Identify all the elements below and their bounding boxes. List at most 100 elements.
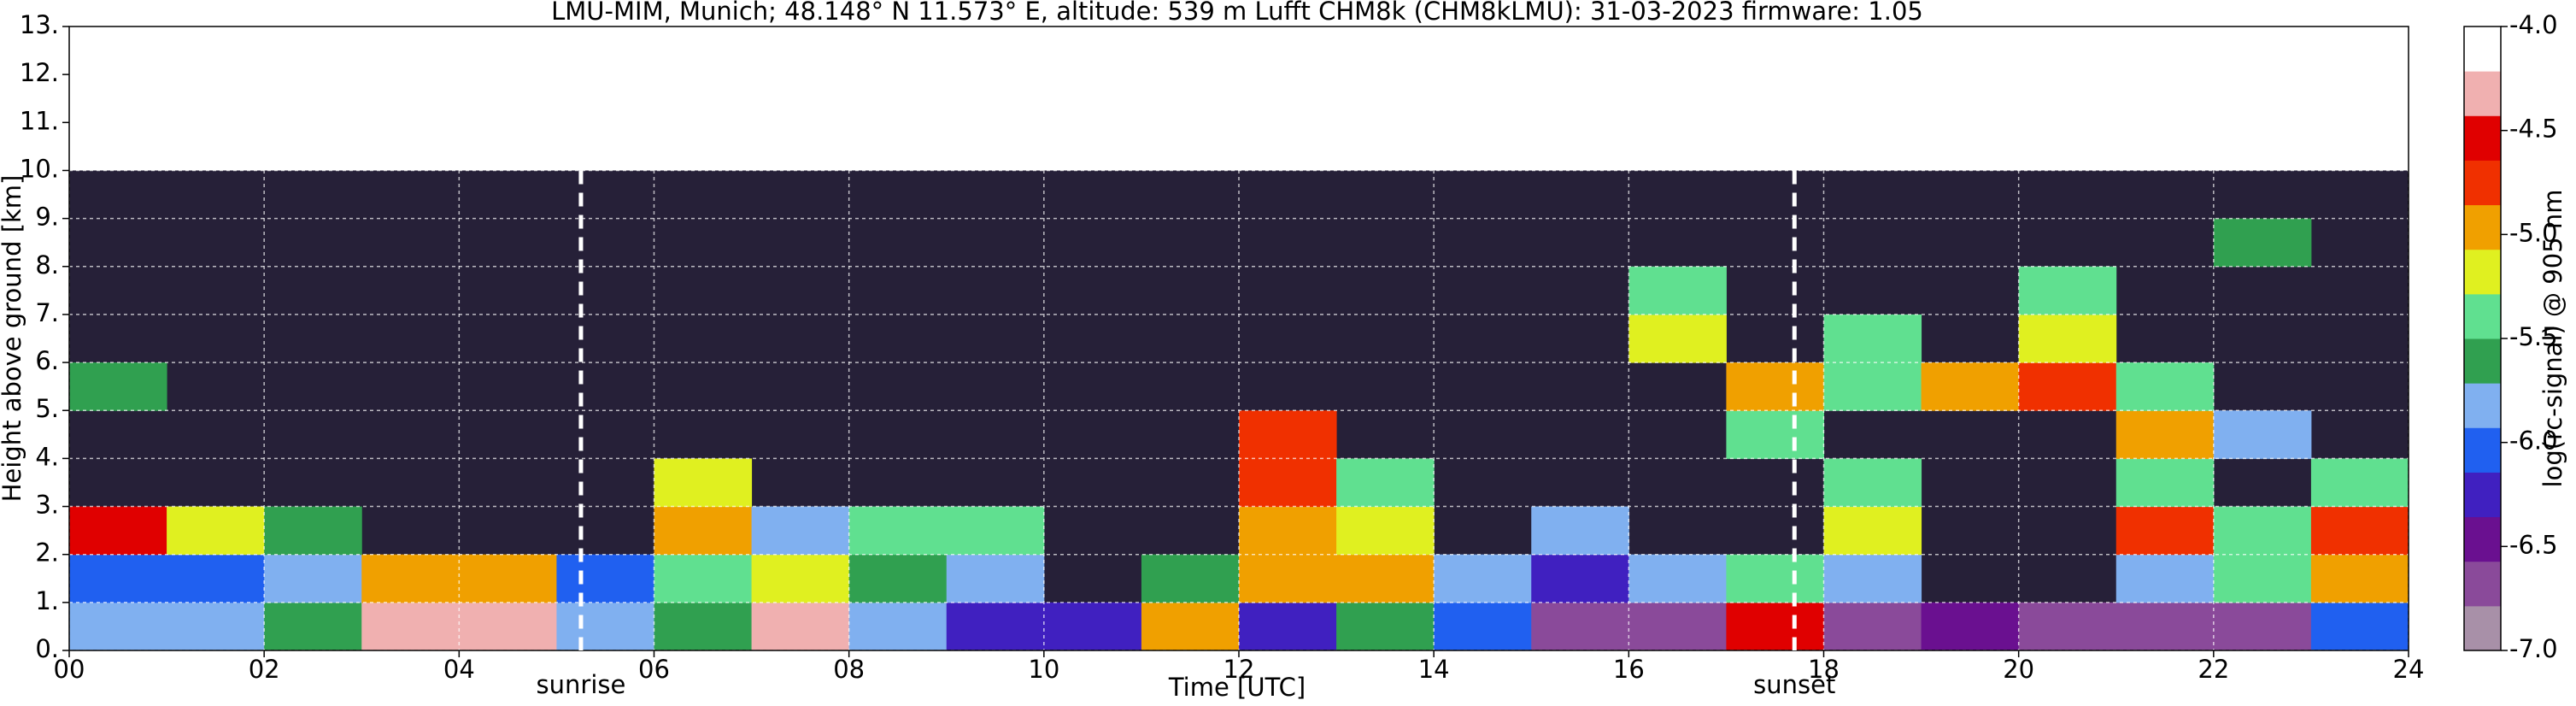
heatmap-cell: [167, 602, 265, 651]
heatmap-cell: [2018, 314, 2117, 363]
heatmap-cell: [751, 602, 850, 651]
heatmap-cell: [556, 602, 654, 651]
colorbar-swatch: [2464, 383, 2501, 428]
y-axis-label: Height above ground [km]: [0, 175, 26, 503]
colorbar-swatch: [2464, 26, 2501, 72]
heatmap-cell: [167, 554, 265, 603]
heatmap-cell: [2213, 554, 2312, 603]
heatmap-cell: [2115, 506, 2215, 556]
y-tick-label: 10.: [20, 154, 59, 183]
heatmap-cell: [751, 554, 850, 603]
heatmap-cell: [848, 554, 948, 603]
x-tick-label: 06: [638, 655, 670, 684]
y-tick-label: 3.: [35, 491, 59, 520]
heatmap-cell: [1531, 506, 1629, 556]
heatmap-cell: [2115, 362, 2215, 411]
heatmap-cell: [1628, 602, 1727, 651]
heatmap-cell: [1823, 458, 1922, 508]
heatmap-cell: [2115, 458, 2215, 508]
heatmap-cell: [1239, 458, 1337, 508]
y-tick-label: 7.: [35, 298, 59, 327]
heatmap-cell: [848, 602, 948, 651]
colorbar-swatch: [2464, 427, 2501, 473]
y-tick-label: 12.: [20, 58, 59, 87]
heatmap-cell: [1141, 554, 1240, 603]
y-tick-label: 9.: [35, 203, 59, 232]
heatmap-cell: [946, 554, 1045, 603]
heatmap-cell: [264, 506, 362, 556]
x-tick-label: 22: [2198, 655, 2229, 684]
heatmap-cell: [848, 506, 948, 556]
heatmap-cell: [1434, 554, 1532, 603]
heatmap-cell: [1628, 314, 1727, 363]
x-tick-label: 18: [1808, 655, 1840, 684]
x-tick-label: 14: [1418, 655, 1450, 684]
colorbar-swatch: [2464, 338, 2501, 384]
plot-frame: [68, 26, 2409, 651]
heatmap-cell: [1239, 410, 1337, 459]
heatmap-cell: [1726, 410, 1824, 459]
heatmap-cell: [1434, 602, 1532, 651]
heatmap-cell: [1823, 602, 1922, 651]
heatmap-cell: [2310, 602, 2409, 651]
heatmap-cell: [2213, 602, 2312, 651]
y-tick-label: 6.: [35, 346, 59, 375]
heatmap-cell: [264, 602, 362, 651]
colorbar-swatch: [2464, 561, 2501, 607]
colorbar-tick-label: -5.5: [2509, 322, 2558, 351]
x-tick-label: 24: [2393, 655, 2425, 684]
y-tick-label: 2.: [35, 538, 59, 568]
annotation-label: sunrise: [537, 670, 626, 699]
heatmap-cell: [1239, 554, 1337, 603]
heatmap-cell: [69, 506, 167, 556]
heatmap-cell: [1531, 602, 1629, 651]
heatmap-cell: [1043, 602, 1142, 651]
heatmap-cell: [2018, 602, 2117, 651]
heatmap-cell: [459, 554, 557, 603]
colorbar-swatch: [2464, 605, 2501, 651]
heatmap-cell: [2213, 218, 2312, 268]
heatmap-cell: [2310, 458, 2409, 508]
colorbar-tick-label: -4.5: [2509, 115, 2558, 144]
colorbar-swatch: [2464, 516, 2501, 562]
x-tick-label: 10: [1028, 655, 1059, 684]
heatmap-cell: [1921, 362, 2020, 411]
y-tick-label: 8.: [35, 250, 59, 279]
colorbar-tick-label: -6.5: [2509, 530, 2558, 559]
colorbar-tick-label: -7.0: [2509, 634, 2558, 663]
heatmap-cell: [1628, 266, 1727, 315]
heatmap-cell: [654, 506, 753, 556]
heatmap-cell: [1726, 554, 1824, 603]
heatmap-cell: [1141, 602, 1240, 651]
heatmap-cell: [654, 458, 753, 508]
heatmap-cell: [1823, 314, 1922, 363]
x-tick-label: 12: [1223, 655, 1255, 684]
heatmap-cell: [2310, 554, 2409, 603]
colorbar-label: log(rc-signal) @ 905 nm: [2538, 190, 2567, 488]
heatmap-cell: [2115, 602, 2215, 651]
heatmap-cell: [654, 602, 753, 651]
heatmap-cell: [1726, 362, 1824, 411]
heatmap-cell: [1823, 362, 1922, 411]
heatmap-cell: [459, 602, 557, 651]
heatmap-cell: [1239, 506, 1337, 556]
heatmap-cell: [2115, 410, 2215, 459]
x-tick-label: 16: [1613, 655, 1645, 684]
x-axis-label: Time [UTC]: [1168, 673, 1306, 702]
heatmap-cell: [1823, 554, 1922, 603]
heatmap-cell: [69, 362, 167, 411]
y-tick-label: 1.: [35, 586, 59, 615]
heatmap-cell: [69, 602, 167, 651]
y-tick-label: 0.: [35, 634, 59, 663]
heatmap-cell: [1336, 554, 1435, 603]
heatmap-cell: [69, 554, 167, 603]
y-tick-label: 13.: [20, 10, 59, 39]
heatmap-cell: [556, 554, 654, 603]
heatmap-cell: [2018, 362, 2117, 411]
heatmap-cell: [1823, 506, 1922, 556]
x-tick-label: 08: [833, 655, 865, 684]
heatmap-cell: [1239, 602, 1337, 651]
heatmap-cell: [1336, 506, 1435, 556]
colorbar-swatch: [2464, 293, 2501, 339]
